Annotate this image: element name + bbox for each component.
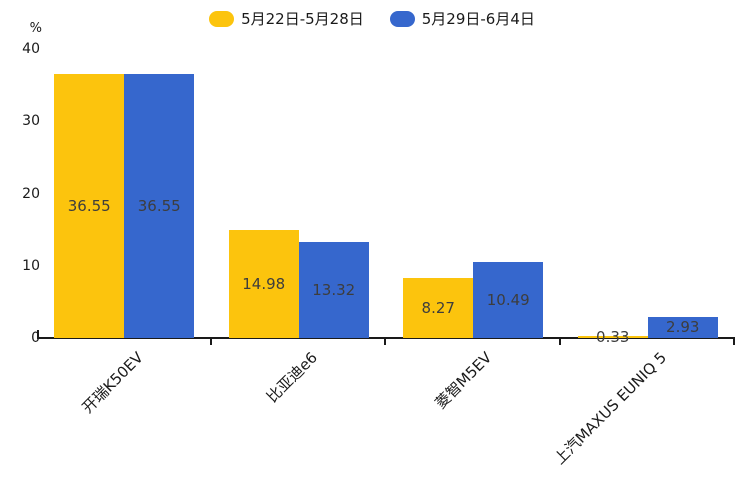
x-axis-line (37, 337, 735, 339)
y-tick-label-20: 20 (22, 185, 40, 202)
legend-swatch-week2-icon (389, 10, 415, 27)
x-axis-tick (733, 339, 735, 345)
value-label-week1-比亚迪e6: 14.98 (242, 274, 286, 293)
value-label-week1-上汽MAXUS EUNIQ 5: 0.33 (596, 327, 630, 346)
legend-label-week1: 5月22日-5月28日 (241, 10, 364, 28)
value-label-week2-上汽MAXUS EUNIQ 5: 2.93 (666, 318, 700, 337)
bar-week2-上汽MAXUS EUNIQ 5 (647, 316, 718, 338)
legend-item-week2[interactable]: 5月29日-6月4日 (389, 8, 535, 29)
legend-swatch-week1-icon (209, 10, 235, 27)
value-label-week1-菱智M5EV: 8.27 (421, 299, 455, 318)
y-tick-label-10: 10 (22, 257, 40, 274)
bar-week1-比亚迪e6 (228, 229, 299, 338)
value-label-week1-开瑞K50EV: 36.55 (67, 196, 111, 215)
bar-week1-菱智M5EV (403, 278, 474, 338)
value-label-week2-菱智M5EV: 10.49 (486, 291, 530, 310)
legend-item-week1[interactable]: 5月22日-5月28日 (209, 8, 364, 29)
x-axis-tick (209, 339, 212, 345)
bar-week2-开瑞K50EV (124, 73, 195, 338)
y-tick-label-0: 0 (31, 330, 40, 346)
category-label-开瑞K50EV: 开瑞K50EV (78, 348, 147, 417)
x-axis-left-stub (37, 330, 39, 337)
value-label-week2-开瑞K50EV: 36.55 (137, 196, 181, 215)
x-axis-tick (384, 339, 386, 345)
legend: 5月22日-5月28日 5月29日-6月4日 (0, 8, 744, 29)
legend-label-week2: 5月29日-6月4日 (421, 10, 535, 28)
bar-week1-开瑞K50EV (54, 73, 125, 338)
bar-week2-比亚迪e6 (298, 241, 369, 338)
y-tick-label-40: 40 (22, 41, 40, 57)
bar-week2-菱智M5EV (473, 262, 544, 338)
category-label-比亚迪e6: 比亚迪e6 (263, 348, 321, 407)
y-axis-unit-label: % (29, 21, 42, 36)
x-axis-tick (558, 339, 561, 345)
category-label-上汽MAXUS EUNIQ 5: 上汽MAXUS EUNIQ 5 (550, 348, 670, 468)
value-label-week2-比亚迪e6: 13.32 (312, 280, 356, 299)
category-label-菱智M5EV: 菱智M5EV (431, 348, 496, 413)
y-tick-label-30: 30 (22, 113, 40, 130)
bar-week1-上汽MAXUS EUNIQ 5 (577, 335, 648, 338)
